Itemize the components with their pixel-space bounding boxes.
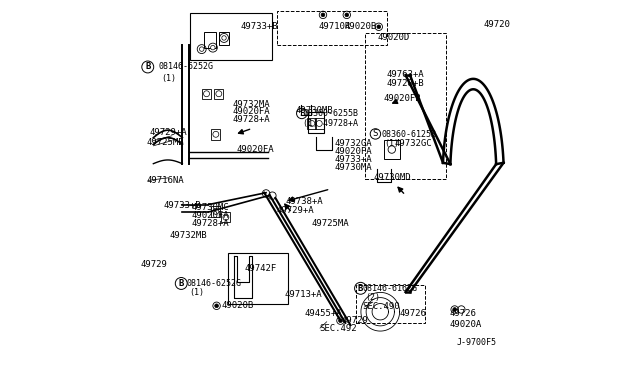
Bar (307, 118, 316, 129)
Text: 49729+A: 49729+A (150, 128, 188, 137)
Circle shape (345, 13, 349, 17)
Text: S: S (372, 129, 378, 138)
Circle shape (215, 304, 218, 308)
Text: 49728+A: 49728+A (191, 219, 229, 228)
Bar (277, 11, 387, 45)
Text: B: B (145, 62, 150, 71)
Circle shape (211, 45, 215, 50)
Text: 49730MC: 49730MC (191, 203, 229, 212)
Text: 49733+B: 49733+B (164, 201, 202, 210)
Text: 08360-6125B: 08360-6125B (381, 130, 436, 139)
Bar (190, 13, 271, 60)
Text: 49720: 49720 (484, 20, 511, 29)
Text: 08360-6255B: 08360-6255B (303, 109, 358, 118)
Bar (384, 140, 399, 159)
Text: 49020FA: 49020FA (232, 107, 270, 116)
Bar (228, 253, 288, 304)
Text: 49763+A: 49763+A (387, 70, 424, 79)
Text: 49020FA: 49020FA (191, 211, 229, 220)
Text: 49726: 49726 (400, 309, 427, 318)
Text: SEC.490: SEC.490 (363, 302, 401, 311)
Bar (308, 112, 324, 133)
Text: 49729: 49729 (141, 260, 168, 269)
Text: 49732MA: 49732MA (232, 100, 270, 109)
Text: 49455+A: 49455+A (305, 309, 342, 318)
Text: 49738+A: 49738+A (286, 197, 323, 206)
Text: 49020B: 49020B (344, 22, 376, 31)
Bar (315, 118, 324, 129)
Text: (1): (1) (384, 140, 399, 148)
Text: 49728+B: 49728+B (387, 79, 424, 88)
Text: 49732GC: 49732GC (394, 140, 432, 148)
Text: 49020D: 49020D (378, 33, 410, 42)
Text: 49728+A: 49728+A (232, 115, 270, 124)
Text: 49716NA: 49716NA (147, 176, 184, 185)
Circle shape (453, 308, 456, 311)
Text: (1): (1) (189, 288, 204, 297)
Text: 08146-6252G: 08146-6252G (158, 62, 213, 71)
Circle shape (321, 13, 325, 17)
Text: (2): (2) (365, 293, 380, 302)
Circle shape (377, 25, 381, 29)
Text: 49020FA: 49020FA (335, 147, 372, 156)
Text: 49726: 49726 (449, 309, 476, 318)
Text: 08146-6252G: 08146-6252G (186, 279, 241, 288)
Text: 49732GA: 49732GA (335, 140, 372, 148)
Text: 49710R: 49710R (318, 22, 350, 31)
Bar (221, 212, 230, 222)
Bar (214, 89, 223, 99)
Text: 49729: 49729 (342, 316, 369, 325)
Text: 49730MD: 49730MD (374, 173, 412, 182)
Text: 49732MB: 49732MB (170, 231, 207, 240)
Text: 49730MA: 49730MA (335, 163, 372, 172)
Text: 49733+A: 49733+A (335, 155, 372, 164)
Text: B: B (358, 284, 364, 293)
Text: 49733+B: 49733+B (240, 22, 278, 31)
Text: 08146-6162G: 08146-6162G (363, 284, 418, 293)
Text: 49742F: 49742F (245, 264, 277, 273)
Text: 49725MA: 49725MA (312, 219, 349, 228)
Bar (365, 33, 447, 179)
Bar (211, 129, 220, 140)
Circle shape (200, 47, 204, 51)
Text: 49713+A: 49713+A (285, 290, 323, 299)
Bar (219, 32, 229, 45)
Text: S: S (299, 109, 305, 118)
Text: SEC.492: SEC.492 (319, 324, 357, 333)
Circle shape (339, 319, 342, 323)
Text: (1) 49728+A: (1) 49728+A (303, 119, 358, 128)
Text: 49020A: 49020A (449, 320, 482, 329)
Text: 49020FB: 49020FB (383, 94, 421, 103)
Bar (211, 206, 220, 217)
Text: B: B (179, 279, 184, 288)
Bar (202, 89, 211, 99)
Bar (356, 285, 425, 323)
Text: (1): (1) (161, 74, 176, 83)
Bar (204, 32, 216, 48)
Text: 49020FA: 49020FA (236, 145, 274, 154)
Text: 49725MB: 49725MB (147, 138, 184, 147)
Text: J-9700F5: J-9700F5 (457, 339, 497, 347)
Text: 49730MB: 49730MB (296, 106, 333, 115)
Circle shape (222, 36, 227, 40)
Text: 49729+A: 49729+A (276, 206, 314, 215)
Text: 49020B: 49020B (221, 301, 253, 310)
